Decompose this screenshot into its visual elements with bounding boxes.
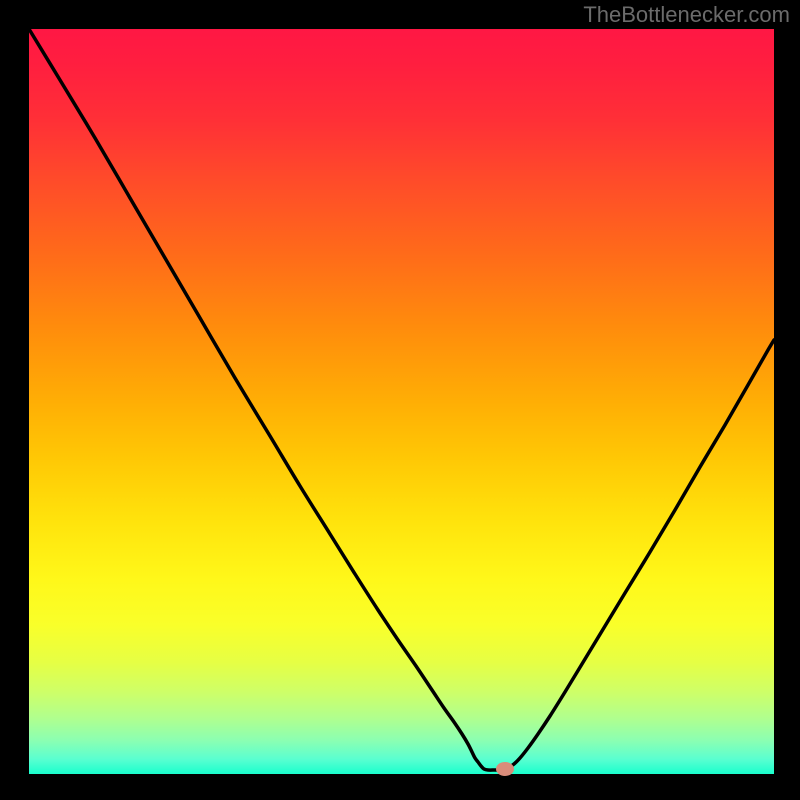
chart-svg	[0, 0, 800, 800]
plot-area	[29, 29, 774, 774]
watermark-text: TheBottlenecker.com	[583, 2, 790, 28]
bottleneck-chart: TheBottlenecker.com	[0, 0, 800, 800]
optimal-marker	[496, 762, 514, 776]
